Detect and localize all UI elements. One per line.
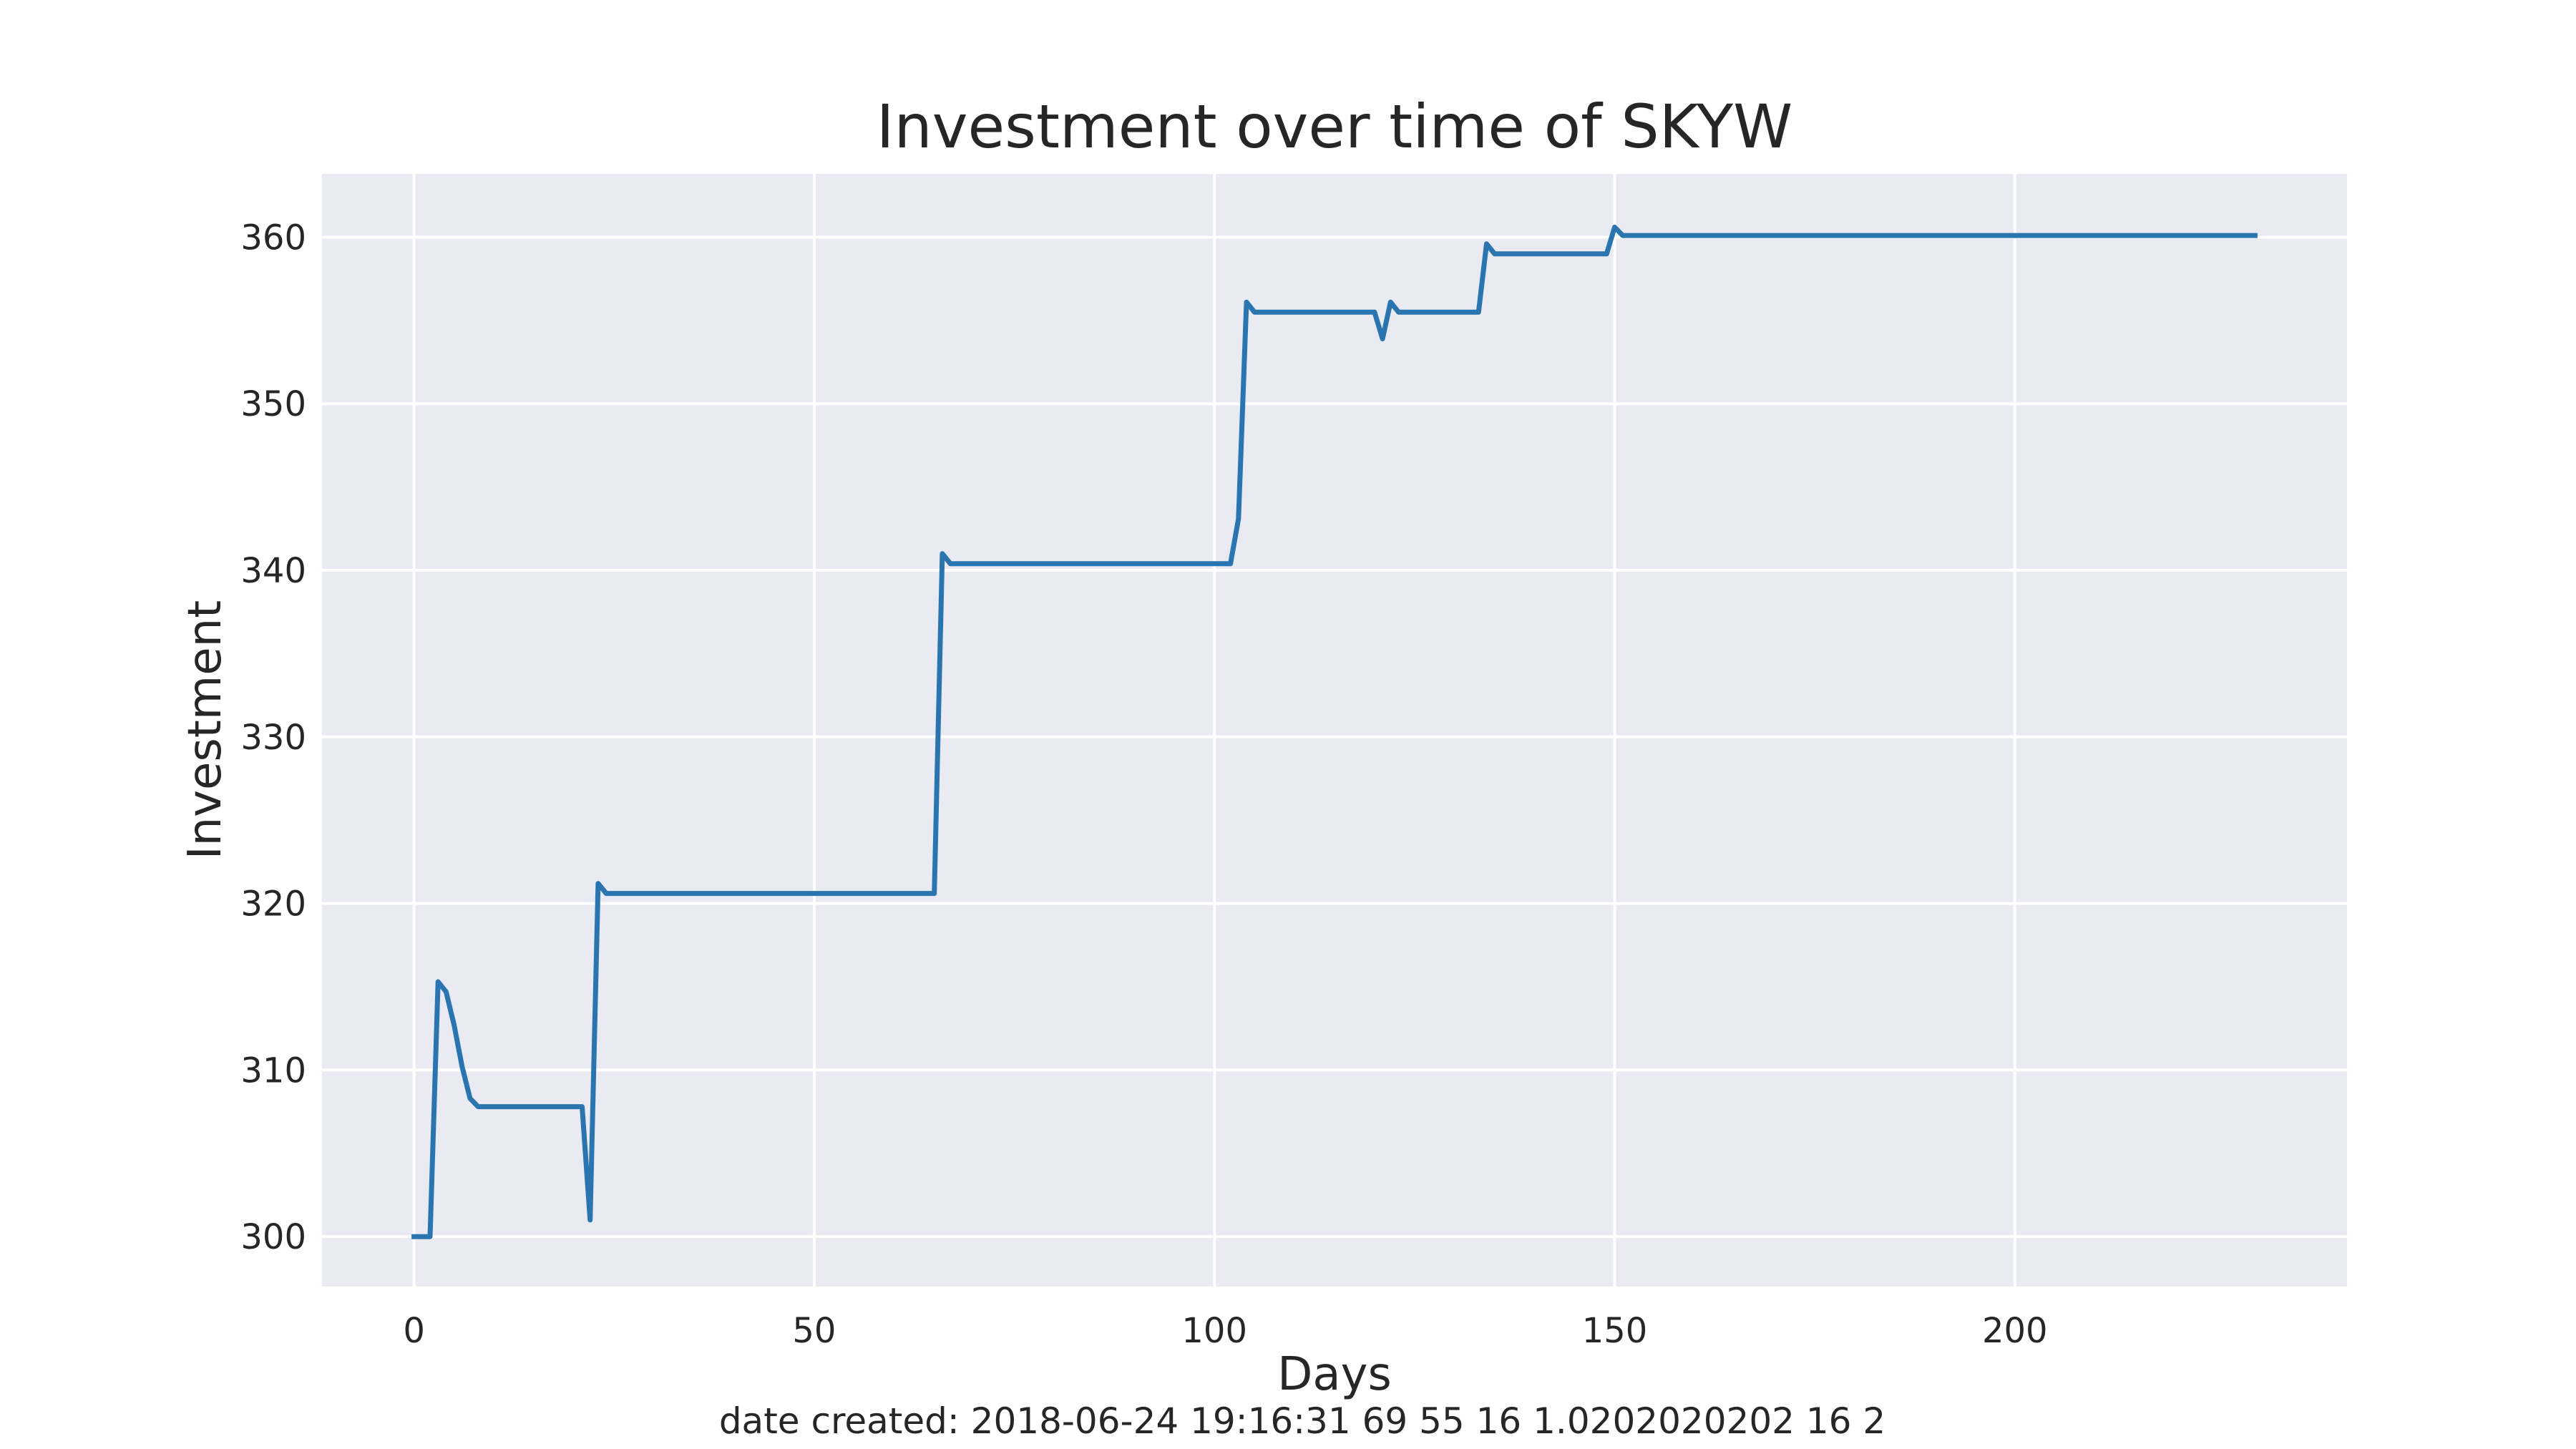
x-gridlines: [412, 174, 2016, 1287]
x-tick-label: 100: [1181, 1311, 1247, 1351]
x-tick-label: 200: [1982, 1311, 2048, 1351]
x-tick-label: 50: [792, 1311, 836, 1351]
y-tick-label: 300: [240, 1217, 306, 1257]
date-created-note: date created: 2018-06-24 19:16:31 69 55 …: [719, 1400, 1885, 1442]
y-tick-label: 330: [240, 718, 306, 758]
y-gridlines: [322, 235, 2347, 1239]
y-tick-labels: 300 310 320 330 340 350 360: [240, 218, 306, 1257]
y-tick-label: 360: [240, 218, 306, 258]
x-axis-label: Days: [1277, 1348, 1392, 1401]
y-tick-label: 350: [240, 384, 306, 424]
chart-title: Investment over time of SKYW: [877, 92, 1792, 162]
y-tick-label: 340: [240, 551, 306, 591]
x-tick-labels: 0 50 100 150 200: [403, 1311, 2047, 1351]
x-tick-label: 0: [403, 1311, 425, 1351]
y-tick-label: 320: [240, 884, 306, 924]
series-layer: [411, 225, 2258, 1239]
series-line: [411, 225, 2258, 1239]
x-tick-label: 150: [1582, 1311, 1648, 1351]
y-axis-label: Investment: [179, 600, 232, 860]
y-tick-label: 310: [240, 1050, 306, 1091]
plot-area: [322, 174, 2347, 1287]
